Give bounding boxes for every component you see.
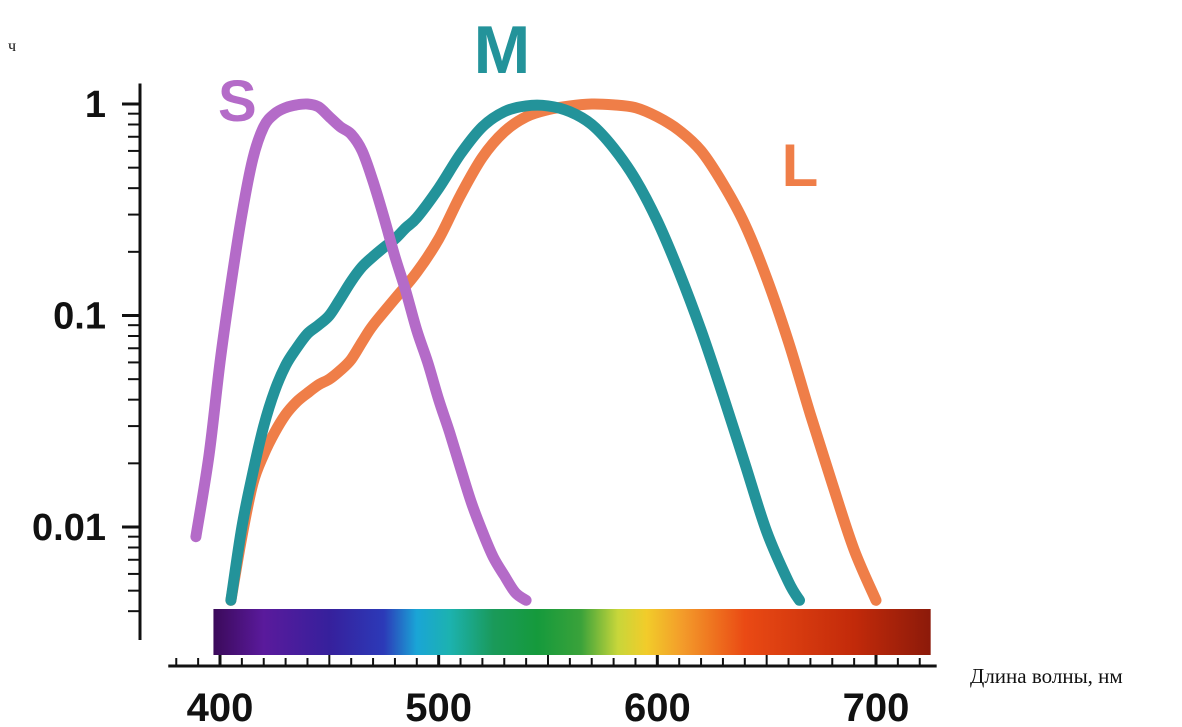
y-tick-label: 1 [85, 84, 106, 126]
series-line-s [190, 98, 532, 606]
x-tick-label: 400 [187, 686, 254, 727]
series-lines [190, 98, 882, 606]
x-axis-label: Длина волны, нм [970, 664, 1123, 688]
x-tick-label: 500 [405, 686, 472, 727]
y-tick-label: 0.1 [53, 296, 106, 338]
x-tick-label: 600 [624, 686, 691, 727]
y-axis-label: ч [8, 38, 17, 55]
series-label-l: L [782, 132, 819, 199]
x-axis: 400 500 600 700 [168, 650, 937, 727]
series-label-m: M [474, 12, 531, 88]
y-tick-label: 0.01 [32, 507, 106, 549]
series-line-l [225, 98, 882, 606]
spectrum-bar [213, 609, 931, 655]
series-label-s: S [218, 69, 257, 134]
series-labels: S M L [218, 12, 818, 199]
series-line-m [225, 99, 805, 606]
x-tick-label: 700 [843, 686, 910, 727]
y-axis: 1 0.1 0.01 [32, 83, 142, 640]
